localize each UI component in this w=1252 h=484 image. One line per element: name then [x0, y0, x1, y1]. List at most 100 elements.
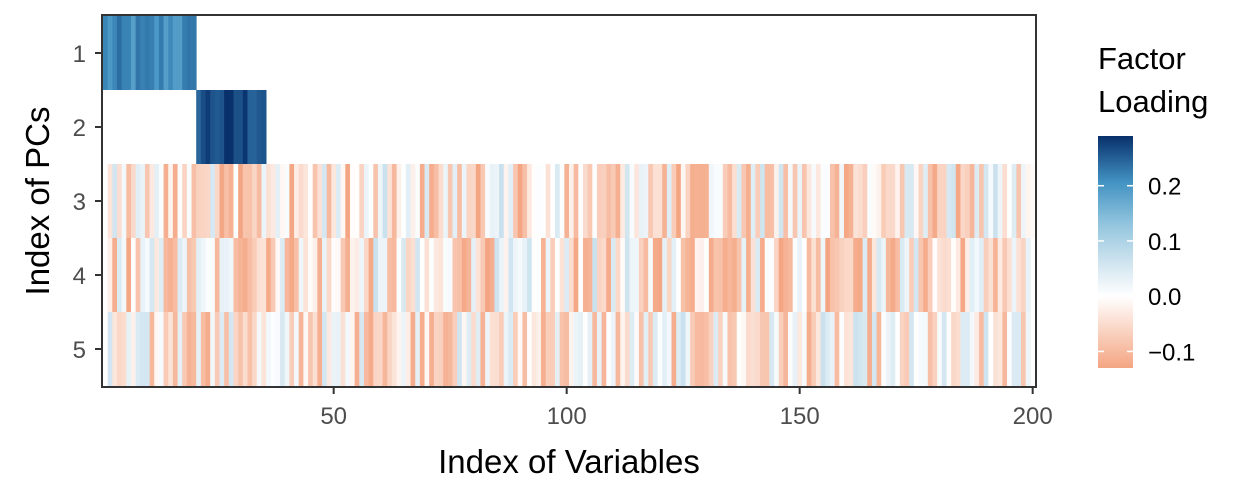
heatmap-cell-pc3-var110 [610, 164, 616, 238]
heatmap-cell-pc3-var105 [587, 164, 593, 238]
heatmap-cell-pc4-var9 [140, 238, 146, 312]
heatmap-cell-pc4-var156 [825, 238, 831, 312]
heatmap-cell-pc3-var128 [694, 164, 700, 238]
heatmap-cell-pc2-var34 [256, 90, 262, 164]
heatmap-cell-pc2-var31 [242, 90, 248, 164]
heatmap-cell-pc5-var56 [359, 312, 365, 386]
heatmap-cell-pc3-var73 [438, 164, 444, 238]
heatmap-cell-pc5-var97 [550, 312, 556, 386]
heatmap-cell-pc1-var5 [121, 16, 127, 90]
heatmap-cell-pc5-var191 [988, 312, 994, 386]
heatmap-cell-pc4-var150 [797, 238, 803, 312]
heatmap-cell-pc5-var195 [1007, 312, 1013, 386]
heatmap-cell-pc4-var23 [205, 238, 211, 312]
heatmap-cell-pc4-var177 [923, 238, 929, 312]
heatmap-cell-pc4-var67 [410, 238, 416, 312]
heatmap-cell-pc4-var160 [843, 238, 849, 312]
heatmap-cell-pc4-var179 [932, 238, 938, 312]
heatmap-cell-pc3-var190 [983, 164, 989, 238]
heatmap-cell-pc5-var41 [289, 312, 295, 386]
legend-title-line-1: Factor [1098, 41, 1186, 76]
heatmap-cell-pc5-var125 [680, 312, 686, 386]
heatmap-cell-pc5-var156 [825, 312, 831, 386]
heatmap-cell-pc5-var64 [396, 312, 402, 386]
heatmap-cell-pc5-var114 [629, 312, 635, 386]
heatmap-cell-pc3-var72 [433, 164, 439, 238]
heatmap-cell-pc3-var141 [755, 164, 761, 238]
heatmap-cell-pc1-var17 [177, 16, 183, 90]
heatmap-cell-pc3-var4 [116, 164, 123, 238]
heatmap-cell-pc5-var109 [606, 312, 612, 386]
heatmap-cell-pc5-var44 [303, 312, 309, 386]
heatmap-cell-pc3-var156 [825, 164, 831, 238]
heatmap-cell-pc3-var43 [298, 164, 304, 238]
heatmap-cell-pc4-var187 [969, 238, 975, 312]
heatmap-cell-pc4-var26 [219, 238, 225, 312]
heatmap-cell-pc5-var194 [1002, 312, 1008, 386]
heatmap-cell-pc4-var199 [1025, 238, 1031, 312]
heatmap-cell-pc3-var149 [792, 164, 798, 238]
heatmap-cell-pc4-var189 [979, 238, 985, 312]
heatmap-cell-pc3-var172 [899, 164, 905, 238]
heatmap-cell-pc4-var183 [951, 238, 957, 312]
heatmap-cell-pc3-var57 [363, 164, 370, 238]
heatmap-cell-pc5-var39 [280, 312, 286, 386]
heatmap-cell-pc5-var55 [354, 312, 360, 386]
heatmap-cell-pc5-var162 [853, 312, 859, 386]
heatmap-cell-pc4-var171 [895, 238, 901, 312]
heatmap-cell-pc5-var51 [336, 312, 342, 386]
heatmap-cell-pc4-var114 [629, 238, 635, 312]
heatmap-cell-pc5-var183 [951, 312, 957, 386]
heatmap-cell-pc5-var177 [923, 312, 929, 386]
heatmap-cell-pc4-var102 [573, 238, 579, 312]
heatmap-cell-pc5-var126 [685, 312, 691, 386]
heatmap-cell-pc4-var147 [783, 238, 789, 312]
heatmap-cell-pc5-var108 [601, 312, 607, 386]
heatmap-cell-pc3-var44 [303, 164, 309, 238]
heatmap-cell-pc4-var38 [275, 238, 281, 312]
heatmap-cell-pc4-var155 [820, 238, 826, 312]
heatmap-cell-pc5-var45 [308, 312, 314, 386]
heatmap-cell-pc3-var98 [555, 164, 561, 238]
legend-title-line-2: Loading [1098, 84, 1208, 119]
x-tick-label-50: 50 [320, 403, 347, 430]
heatmap-cell-pc4-var55 [354, 238, 360, 312]
heatmap-cell-pc5-var52 [340, 312, 346, 386]
heatmap-cell-pc4-var101 [569, 238, 575, 312]
heatmap-cell-pc5-var28 [228, 312, 234, 386]
heatmap-cell-pc3-var53 [345, 164, 351, 238]
heatmap-cell-pc3-var192 [993, 164, 999, 238]
heatmap-cell-pc3-var96 [545, 164, 551, 238]
heatmap-cell-pc4-var84 [489, 238, 495, 312]
heatmap-cell-pc3-var67 [410, 164, 416, 238]
heatmap-cell-pc3-var89 [513, 164, 519, 238]
heatmap-cell-pc5-var34 [256, 312, 262, 386]
heatmap-cell-pc4-var109 [606, 238, 612, 312]
heatmap-cell-pc4-var162 [853, 238, 859, 312]
heatmap-cell-pc4-var153 [811, 238, 817, 312]
heatmap-cell-pc5-var11 [149, 312, 155, 386]
heatmap-cell-pc4-var64 [396, 238, 402, 312]
heatmap-cell-pc3-var168 [881, 164, 887, 238]
heatmap-cell-pc5-var192 [993, 312, 999, 386]
heatmap-cell-pc3-var109 [606, 164, 612, 238]
heatmap-cell-pc4-var154 [815, 238, 822, 312]
heatmap-cell-pc5-var98 [555, 312, 561, 386]
heatmap-cell-pc3-var85 [494, 164, 500, 238]
heatmap-cell-pc3-var10 [144, 164, 150, 238]
heatmap-cell-pc4-var182 [946, 238, 952, 312]
heatmap-cell-pc4-var62 [387, 238, 393, 312]
heatmap-cell-pc4-var113 [624, 238, 630, 312]
heatmap-cell-pc4-var186 [965, 238, 971, 312]
heatmap-cell-pc4-var119 [652, 238, 658, 312]
heatmap-cell-pc3-var13 [158, 164, 164, 238]
heatmap-cell-pc3-var155 [820, 164, 826, 238]
heatmap-cell-pc3-var24 [210, 164, 216, 238]
heatmap-cell-pc5-var122 [666, 312, 672, 386]
heatmap-cell-pc2-var26 [219, 90, 225, 164]
heatmap-cell-pc2-var25 [214, 90, 220, 164]
heatmap-cell-pc3-var60 [377, 164, 383, 238]
heatmap-cell-pc4-var123 [671, 238, 677, 312]
heatmap-cell-pc4-var158 [834, 238, 840, 312]
